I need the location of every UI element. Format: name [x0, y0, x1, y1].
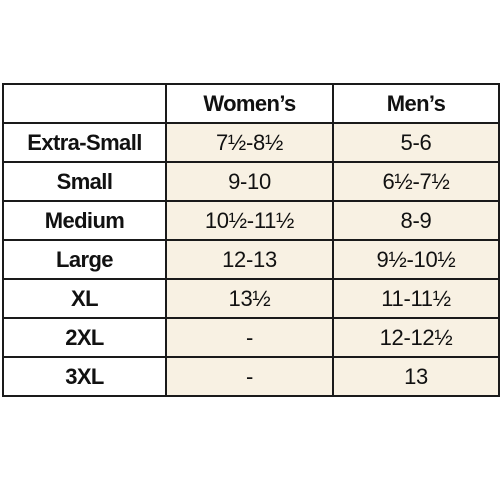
table-row: 3XL -13 [2, 356, 500, 397]
row-header: Medium [2, 200, 167, 241]
table-row: XL 13½ 11-11½ [2, 278, 500, 319]
row-header: 2XL [2, 317, 167, 358]
size-cell: 13 [332, 356, 500, 397]
row-header: XL [2, 278, 167, 319]
size-cell: 9½-10½ [332, 239, 500, 280]
corner-cell [2, 83, 167, 124]
size-cell: 5-6 [332, 122, 500, 163]
size-cell: - [165, 317, 334, 358]
row-header: Extra-Small [2, 122, 167, 163]
row-header: Small [2, 161, 167, 202]
header-row: Women’s Men’s [2, 83, 500, 124]
table-header: Women’s Men’s [2, 83, 500, 124]
size-cell: 7½-8½ [165, 122, 334, 163]
column-header: Men’s [332, 83, 500, 124]
table-row: Small 9-10 6½-7½ [2, 161, 500, 202]
size-cell: - [165, 356, 334, 397]
size-cell: 9-10 [165, 161, 334, 202]
size-cell: 10½-11½ [165, 200, 334, 241]
table-body: Extra-Small 7½-8½ 5-6 Small 9-10 6½-7½ Medium 1… [2, 122, 500, 397]
row-header: Large [2, 239, 167, 280]
table-row: 2XL -12-12½ [2, 317, 500, 358]
column-header: Women’s [165, 83, 334, 124]
size-cell: 8-9 [332, 200, 500, 241]
size-cell: 6½-7½ [332, 161, 500, 202]
size-table: Women’s Men’s Extra-Small 7½-8½ 5-6 Small 9-1… [2, 83, 500, 397]
size-cell: 12-12½ [332, 317, 500, 358]
size-cell: 11-11½ [332, 278, 500, 319]
table-row: Extra-Small 7½-8½ 5-6 [2, 122, 500, 163]
size-cell: 13½ [165, 278, 334, 319]
row-header: 3XL [2, 356, 167, 397]
size-cell: 12-13 [165, 239, 334, 280]
table-row: Large 12-13 9½-10½ [2, 239, 500, 280]
table-row: Medium 10½-11½ 8-9 [2, 200, 500, 241]
